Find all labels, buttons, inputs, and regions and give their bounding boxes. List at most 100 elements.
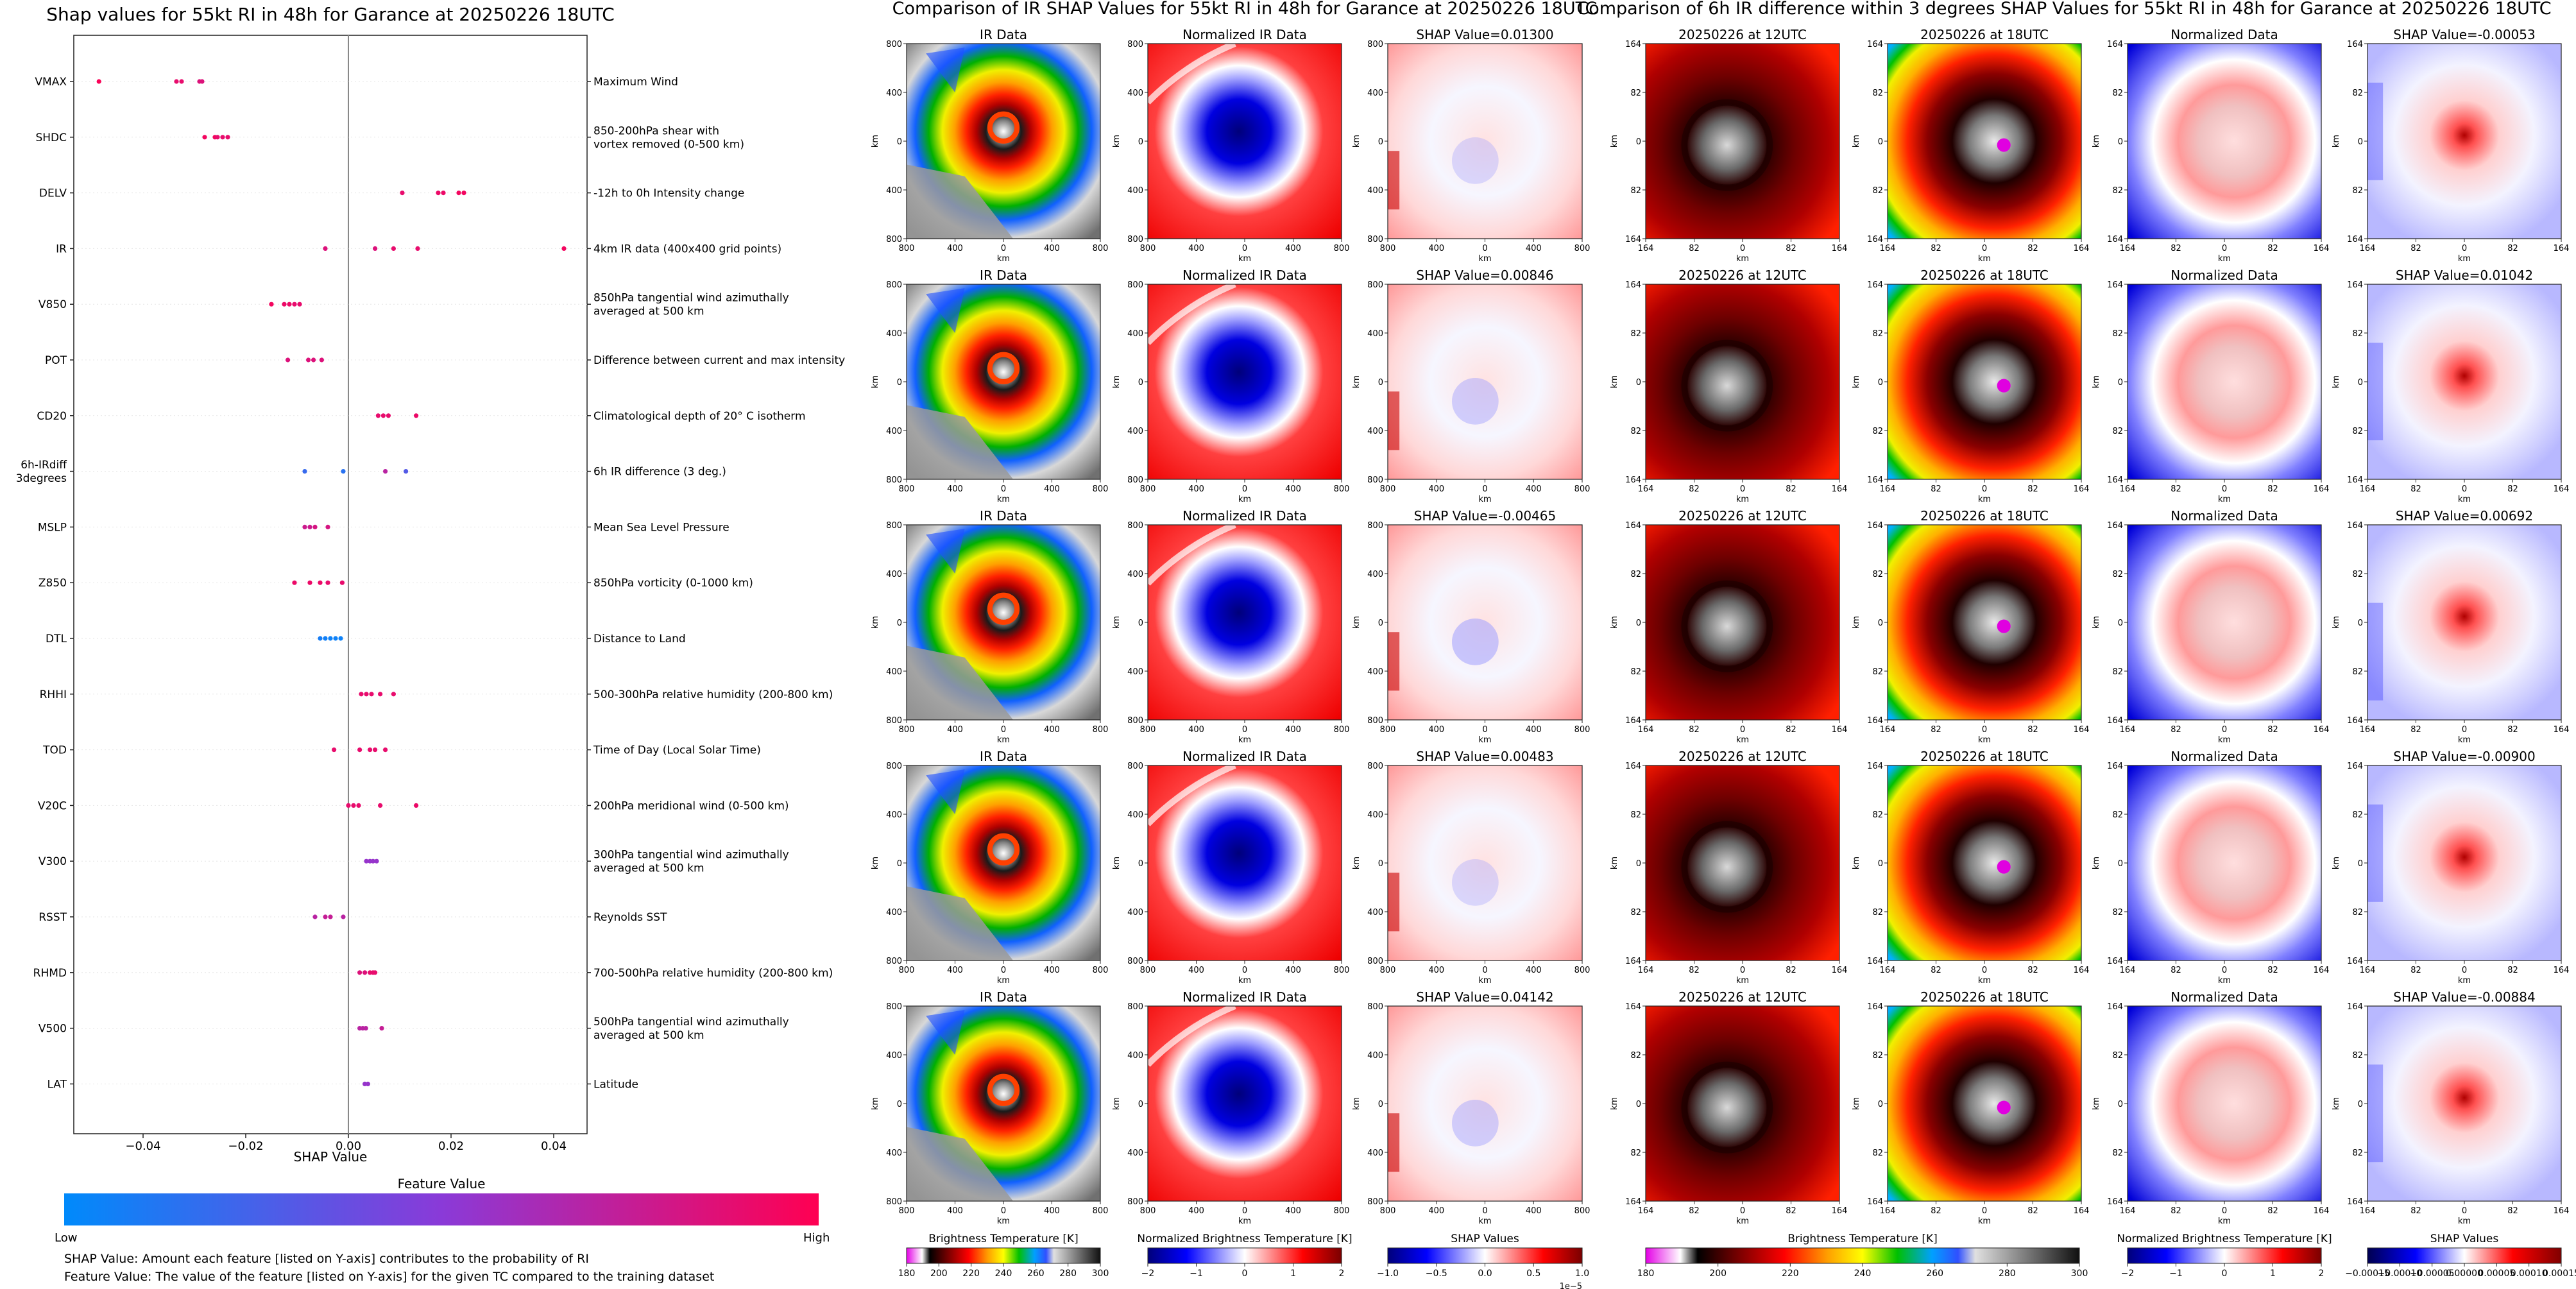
y-tick-label: 400 <box>1367 908 1383 918</box>
colorbar-tick-label: 1.0 <box>1575 1268 1589 1279</box>
x-tick-label: 82 <box>2267 244 2278 253</box>
x-tick-label: 800 <box>1334 725 1350 735</box>
y-tick-label: 82 <box>1872 329 1883 339</box>
feature-description: 500-300hPa relative humidity (200-800 km… <box>593 688 833 701</box>
colorbar-tick-label: −0.00015 <box>2345 1268 2390 1279</box>
shap-point <box>373 747 378 753</box>
y-tick-label: 0 <box>1878 1100 1883 1109</box>
note-feature-value: Feature Value: The value of the feature … <box>64 1270 714 1284</box>
y-axis-label: km <box>1610 616 1619 629</box>
y-tick-label: 400 <box>1367 1148 1383 1158</box>
y-tick-label: 82 <box>1630 1148 1641 1158</box>
shap-point <box>415 246 420 251</box>
y-tick-label: 400 <box>1367 1051 1383 1061</box>
x-tick-label: 400 <box>1428 1206 1444 1216</box>
y-tick-label: 164 <box>1625 762 1641 771</box>
y-tick-label: 0 <box>1138 859 1143 869</box>
colorbar-tick-label: −1.0 <box>1377 1268 1399 1279</box>
feature-row: V850 850hPa tangential wind azimuthallyav… <box>38 292 789 318</box>
x-tick-label: 164 <box>2554 966 2570 975</box>
y-tick-label: 164 <box>1625 235 1641 244</box>
y-tick-label: 0 <box>2118 137 2123 147</box>
x-tick-label: 0 <box>1001 725 1006 735</box>
x-axis-label: km <box>1736 254 1749 264</box>
y-tick-label: 400 <box>886 186 902 196</box>
x-tick-label: 164 <box>1638 966 1654 975</box>
x-tick-label: 164 <box>2360 725 2376 735</box>
y-tick-label: 800 <box>1127 716 1143 726</box>
image-panel: 20250226 at 12UTC1641648282008282164164k… <box>1610 508 1847 745</box>
shap-point <box>302 469 307 474</box>
panel-title: SHAP Value=0.00483 <box>1416 749 1553 764</box>
shap-point <box>200 79 205 84</box>
x-tick-label: 164 <box>1638 1206 1654 1216</box>
x-axis-label: km <box>2218 1216 2231 1226</box>
y-tick-label: 164 <box>1867 957 1883 966</box>
x-tick-label: 164 <box>2074 1206 2090 1216</box>
panel-title: SHAP Value=0.00846 <box>1416 268 1553 283</box>
x-tick-label: 0 <box>2462 725 2467 735</box>
x-tick-label: 82 <box>1786 725 1796 735</box>
x-tick-label: 800 <box>1093 484 1109 494</box>
y-tick-label: 82 <box>2112 427 2123 436</box>
x-tick-label: 800 <box>1380 725 1396 735</box>
y-axis-label: km <box>1352 1097 1361 1110</box>
shap-point <box>311 357 316 363</box>
shap-point <box>364 692 369 697</box>
x-tick-label: 82 <box>2507 1206 2518 1216</box>
y-tick-label: 800 <box>1367 475 1383 485</box>
x-tick-label: 400 <box>1428 966 1444 975</box>
feature-description: Maximum Wind <box>593 76 678 89</box>
x-tick-label: 800 <box>899 966 915 975</box>
x-tick-label: 164 <box>2120 244 2136 253</box>
y-tick-label: 400 <box>1367 427 1383 436</box>
x-tick-label: 164 <box>2120 725 2136 735</box>
x-tick-label: −0.02 <box>228 1140 263 1153</box>
x-tick-label: 164 <box>1880 966 1896 975</box>
y-axis-label: km <box>871 135 880 148</box>
feature-row: POT Difference between current and max in… <box>45 354 845 367</box>
y-tick-label: 164 <box>1867 1002 1883 1012</box>
x-tick-label: 82 <box>2410 484 2421 494</box>
y-tick-label: 82 <box>1630 1051 1641 1061</box>
x-tick-label: 164 <box>1880 1206 1896 1216</box>
x-tick-label: 82 <box>2171 244 2181 253</box>
feature-description: 4km IR data (400x400 grid points) <box>593 243 781 255</box>
colorbar-tick-label: 180 <box>898 1268 916 1279</box>
y-tick-label: 164 <box>2107 957 2123 966</box>
y-tick-label: 164 <box>2107 1002 2123 1012</box>
y-tick-label: 82 <box>2112 570 2123 579</box>
feature-name: CD20 <box>37 410 67 423</box>
panel-title: 20250226 at 12UTC <box>1678 989 1807 1005</box>
shap-point <box>220 135 225 140</box>
x-tick-label: 800 <box>1140 244 1156 253</box>
y-tick-label: 82 <box>2352 810 2363 820</box>
x-tick-label: 0 <box>2462 966 2467 975</box>
y-tick-label: 82 <box>2112 1148 2123 1158</box>
shap-point <box>328 914 333 919</box>
y-axis-label: km <box>2332 135 2341 148</box>
feature-name: POT <box>45 354 67 367</box>
shap-point <box>269 302 274 307</box>
y-axis-label: km <box>2332 375 2341 388</box>
panel-title: 20250226 at 18UTC <box>1920 989 2049 1005</box>
y-tick-label: 82 <box>2112 810 2123 820</box>
colorbar: SHAP Values −1.0 −0.5 0.0 0.5 1.0 1e−5 <box>1377 1233 1589 1289</box>
feature-description: 500hPa tangential wind azimuthally <box>593 1016 789 1029</box>
feature-description: 850hPa vorticity (0-1000 km) <box>593 577 753 590</box>
image-panel: Normalized Data1641648282008282164164kmk… <box>2092 27 2329 264</box>
y-tick-label: 800 <box>886 1002 902 1012</box>
x-tick-label: 82 <box>2171 725 2181 735</box>
y-tick-label: 82 <box>2352 908 2363 918</box>
feature-name: RHHI <box>40 688 67 701</box>
image-panel: Normalized IR Data8008004004000040040080… <box>1112 749 1349 986</box>
shap-point <box>373 970 378 975</box>
shap-point <box>461 191 466 196</box>
x-tick-label: 164 <box>2120 484 2136 494</box>
y-tick-label: 82 <box>2352 1051 2363 1061</box>
y-tick-label: 164 <box>2347 521 2363 531</box>
shap-point <box>414 803 419 808</box>
x-tick-label: 400 <box>1188 484 1204 494</box>
